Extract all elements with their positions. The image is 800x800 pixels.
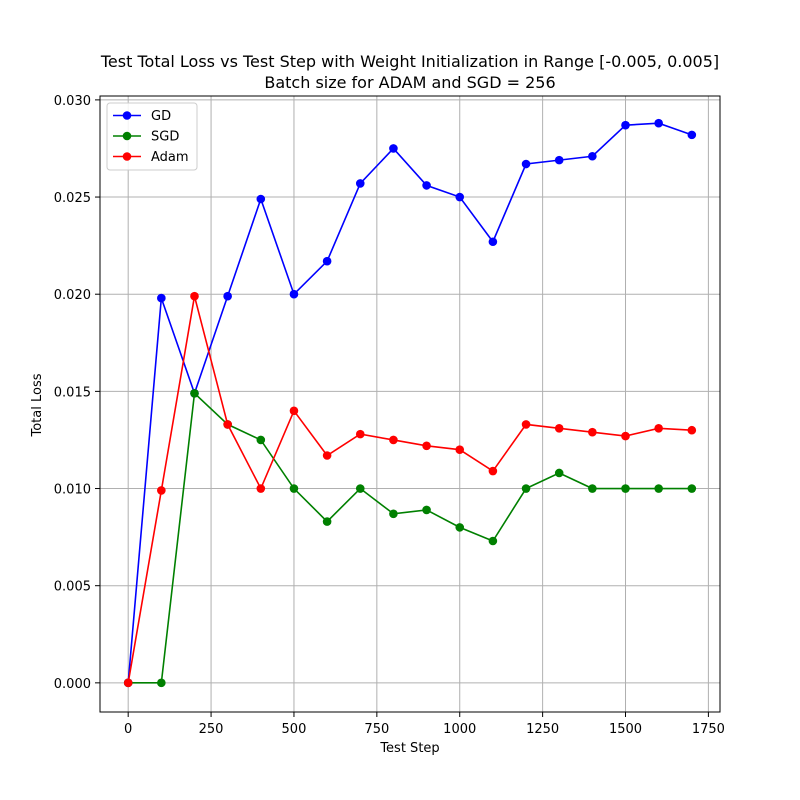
- legend-label: Adam: [151, 150, 189, 165]
- data-point-sgd: [322, 517, 332, 526]
- data-point-gd: [554, 155, 564, 165]
- data-point-adam: [588, 427, 597, 437]
- data-point-gd: [256, 194, 266, 204]
- data-point-adam: [521, 420, 531, 429]
- x-tick-label: 1000: [443, 722, 476, 737]
- y-tick-label: 0.025: [54, 191, 91, 206]
- data-point-sgd: [355, 484, 365, 493]
- legend: GD SGD Adam: [106, 102, 198, 171]
- data-point-adam: [355, 429, 365, 439]
- data-point-adam: [289, 406, 299, 416]
- data-point-adam: [223, 420, 232, 429]
- data-point-adam: [389, 435, 398, 445]
- data-point-sgd: [687, 484, 697, 493]
- data-point-sgd: [256, 435, 266, 445]
- data-point-gd: [455, 192, 465, 202]
- y-tick-label: 0.010: [54, 483, 91, 498]
- data-point-gd: [687, 130, 697, 140]
- data-point-adam: [123, 678, 133, 688]
- data-point-adam: [488, 466, 498, 476]
- series-adam: [123, 291, 697, 688]
- data-point-gd: [588, 151, 597, 161]
- data-point-sgd: [654, 484, 663, 493]
- data-point-gd: [488, 237, 498, 247]
- data-point-sgd: [521, 484, 531, 493]
- legend-label: GD: [151, 109, 171, 124]
- data-point-adam: [621, 431, 630, 441]
- y-tick-label: 0.015: [54, 385, 91, 400]
- grid: [100, 96, 720, 712]
- data-point-adam: [190, 291, 199, 301]
- data-point-sgd: [554, 468, 564, 478]
- data-point-sgd: [588, 484, 597, 493]
- x-tick-label: 1250: [526, 722, 559, 737]
- data-point-adam: [422, 441, 431, 451]
- y-axis-label: Total Loss: [30, 373, 45, 437]
- data-point-sgd: [488, 536, 498, 546]
- data-point-adam: [554, 423, 564, 433]
- data-point-gd: [621, 120, 630, 130]
- legend-label: SGD: [151, 130, 179, 145]
- data-point-gd: [521, 159, 531, 169]
- data-point-gd: [355, 179, 365, 188]
- x-tick-label: 1500: [609, 722, 642, 737]
- series-line-sgd: [128, 391, 692, 684]
- axis-ticks: 0 250 500 750 1000 1250 1500 1750 0.000 0.005 0.01…: [54, 94, 725, 737]
- y-tick-label: 0.005: [54, 580, 91, 595]
- data-point-sgd: [455, 523, 465, 532]
- data-point-adam: [654, 423, 663, 433]
- x-tick-label: 0: [124, 722, 132, 737]
- legend-swatch-marker: [122, 131, 132, 141]
- plot-area-frame: [99, 95, 721, 713]
- data-point-gd: [654, 118, 663, 128]
- series-line-gd: [127, 122, 693, 683]
- data-point-gd: [157, 293, 166, 303]
- data-point-sgd: [157, 678, 166, 688]
- data-point-adam: [256, 484, 266, 493]
- legend-swatch-marker: [122, 152, 132, 161]
- data-point-adam: [455, 445, 465, 454]
- data-point-adam: [322, 451, 332, 460]
- legend-item-adam: Adam: [113, 150, 189, 165]
- data-point-sgd: [389, 509, 398, 519]
- data-point-adam: [687, 425, 697, 435]
- x-tick-label: 500: [282, 722, 307, 737]
- data-point-gd: [422, 181, 431, 190]
- data-point-gd: [289, 289, 299, 299]
- x-tick-label: 750: [364, 722, 389, 737]
- data-point-sgd: [621, 484, 630, 493]
- series-line-adam: [127, 295, 692, 683]
- x-tick-label: 1750: [692, 722, 725, 737]
- y-tick-label: 0.020: [54, 288, 91, 303]
- data-point-gd: [389, 144, 398, 153]
- data-point-gd: [223, 291, 232, 301]
- y-tick-label: 0.000: [54, 677, 91, 692]
- data-point-sgd: [190, 389, 199, 398]
- chart-subtitle: Batch size for ADAM and SGD = 256: [264, 73, 555, 92]
- data-point-sgd: [289, 484, 299, 493]
- legend-item-gd: GD: [113, 109, 171, 124]
- chart-title: Test Total Loss vs Test Step with Weight…: [100, 52, 719, 71]
- data-point-adam: [157, 486, 166, 495]
- legend-swatch-marker: [122, 111, 132, 120]
- data-point-gd: [322, 256, 332, 266]
- x-tick-label: 250: [199, 722, 224, 737]
- data-point-sgd: [422, 505, 431, 515]
- series-gd: [123, 118, 697, 688]
- y-tick-label: 0.030: [54, 94, 91, 109]
- series-layer: [123, 118, 697, 688]
- x-axis-label: Test Step: [379, 741, 439, 756]
- legend-item-sgd: SGD: [113, 130, 179, 145]
